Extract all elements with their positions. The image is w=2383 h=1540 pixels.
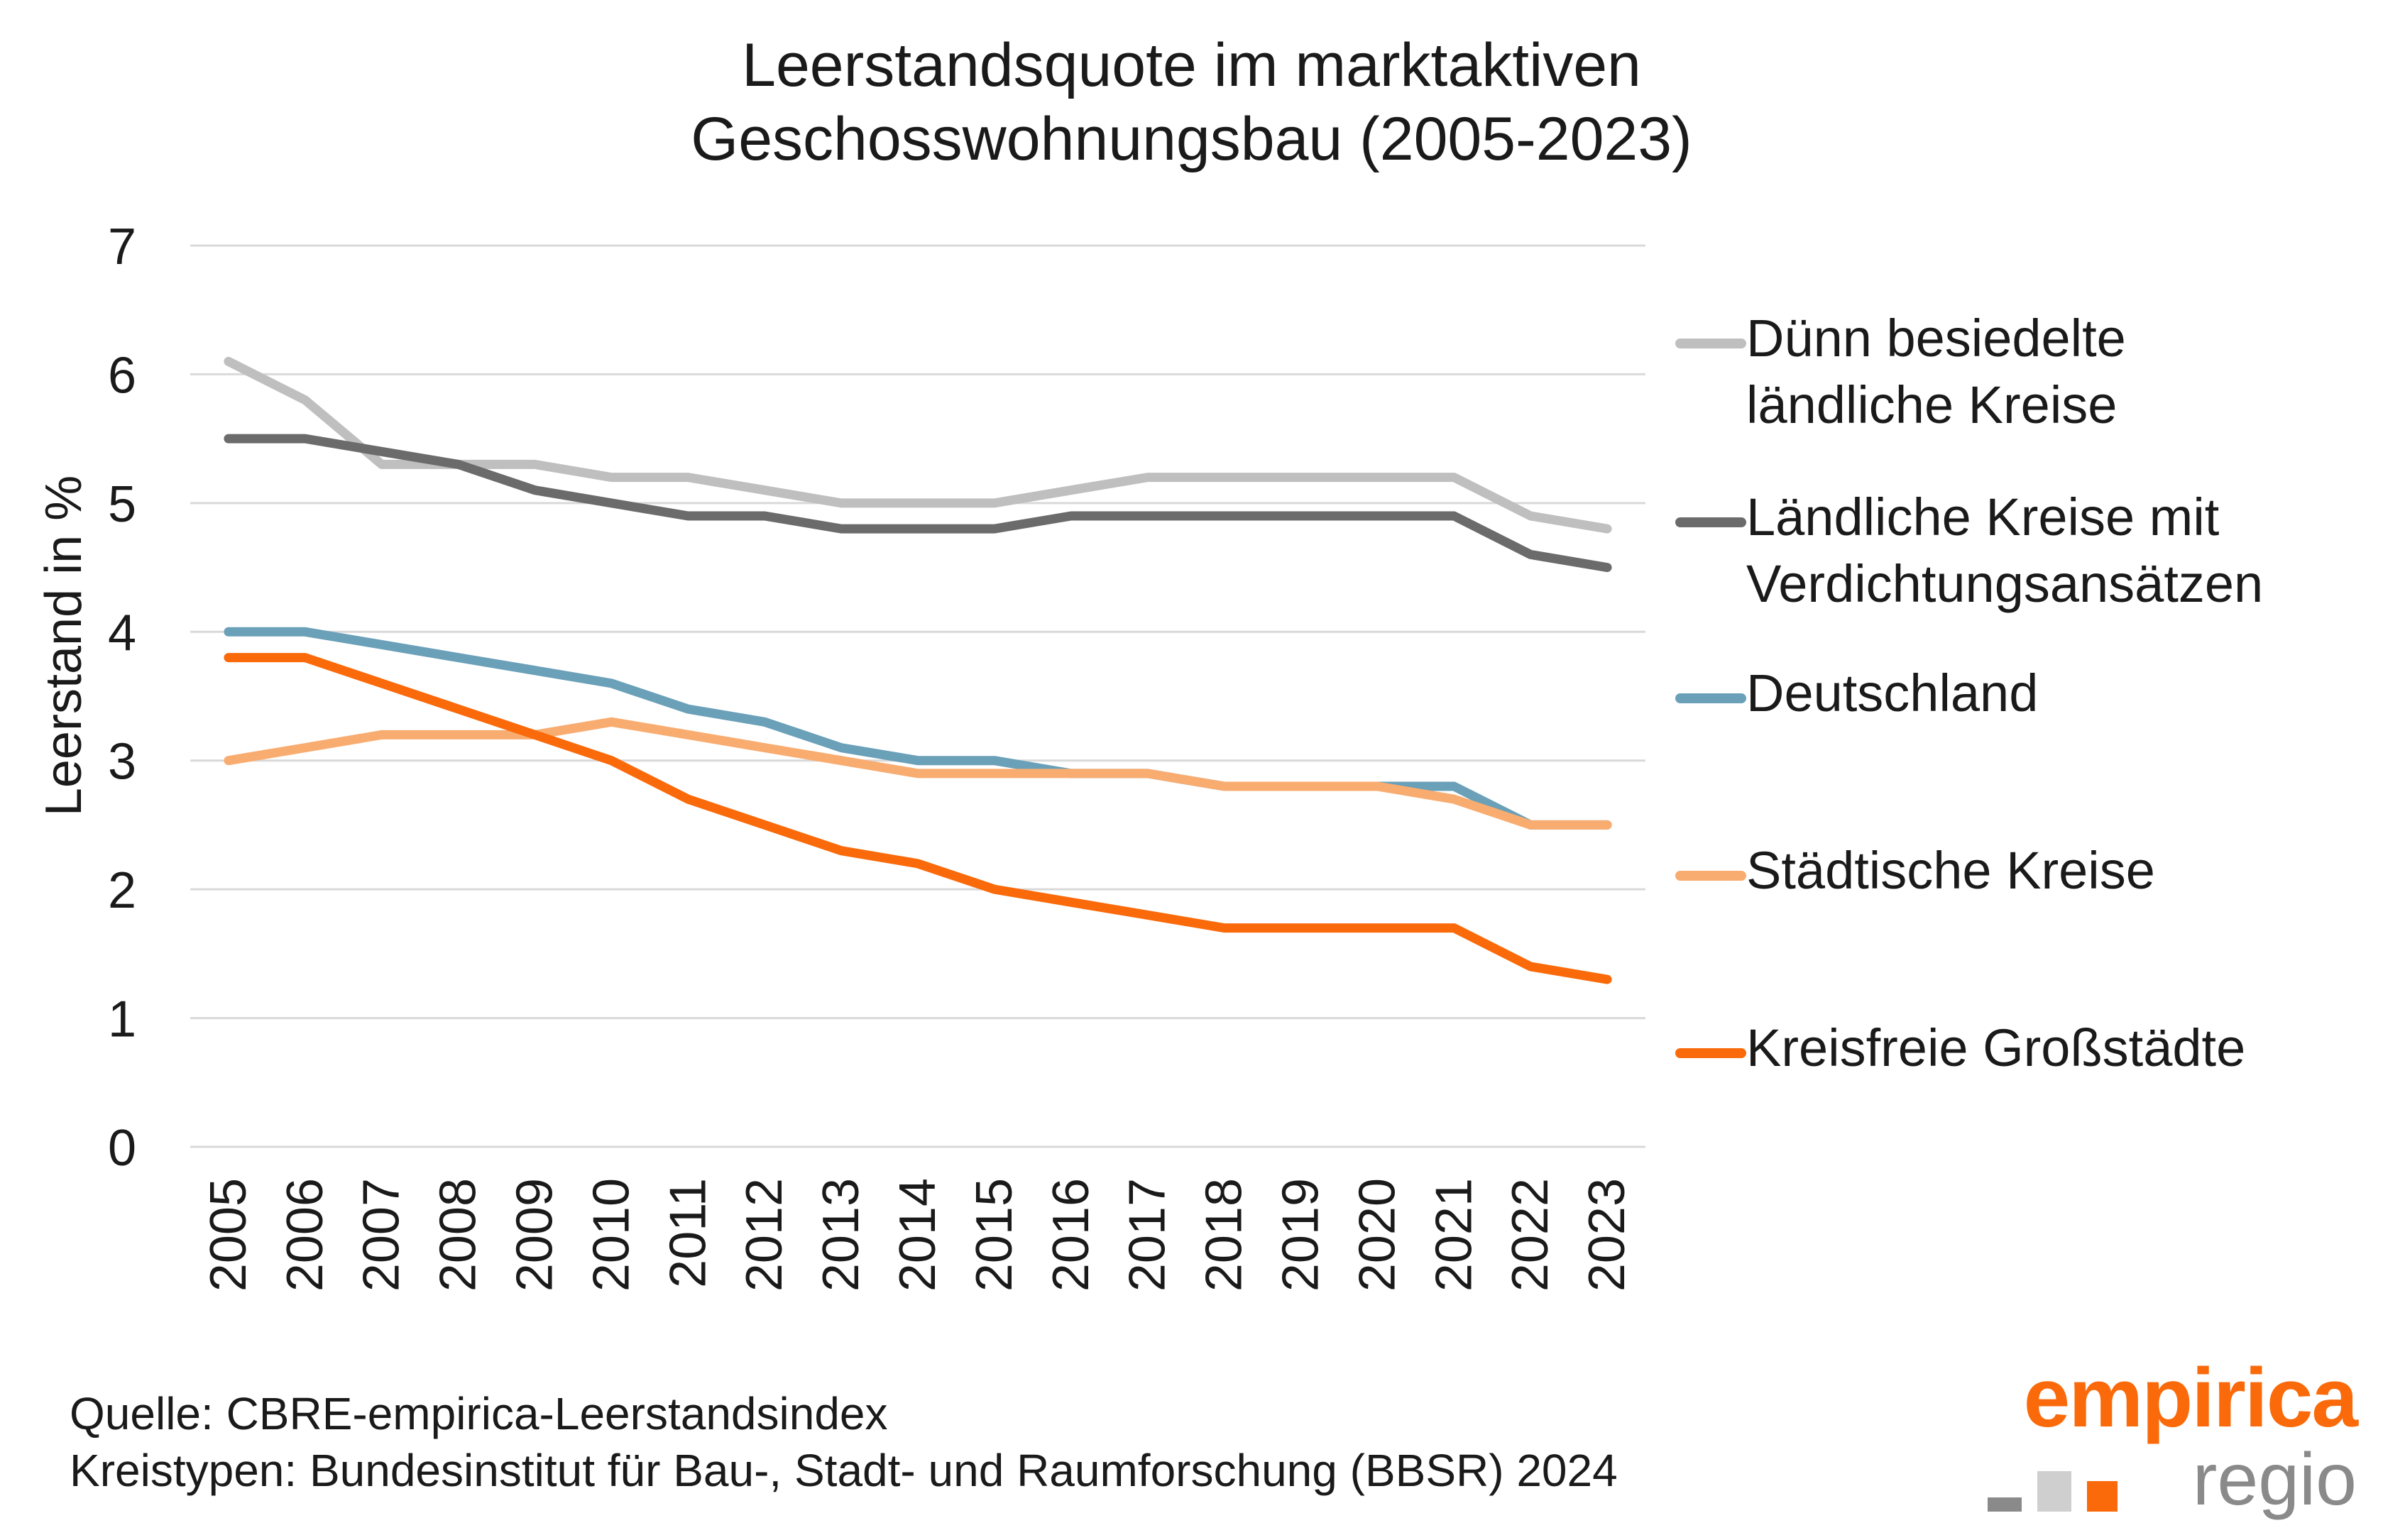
x-tick-label: 2012 bbox=[736, 1178, 793, 1292]
x-tick-label: 2006 bbox=[277, 1178, 334, 1292]
x-tick-label: 2022 bbox=[1502, 1178, 1559, 1292]
y-tick-label: 2 bbox=[108, 862, 136, 919]
legend-swatch bbox=[1675, 339, 1746, 348]
x-tick-label: 2005 bbox=[200, 1178, 257, 1292]
logo-square-1 bbox=[1988, 1497, 2022, 1512]
y-tick-labels: 0 1 2 3 4 5 6 7 bbox=[108, 219, 136, 1177]
x-tick-label: 2020 bbox=[1349, 1178, 1406, 1292]
series-line-4 bbox=[224, 717, 1612, 830]
x-tick-label: 2015 bbox=[966, 1178, 1023, 1292]
empirica-logo: empirica regio bbox=[1988, 1351, 2358, 1522]
legend-label: Deutschland bbox=[1746, 664, 2039, 722]
x-tick-label: 2009 bbox=[507, 1178, 564, 1292]
x-tick-label: 2017 bbox=[1119, 1178, 1176, 1292]
legend-label: Kreisfreie Großstädte bbox=[1746, 1018, 2246, 1077]
x-tick-label: 2008 bbox=[430, 1178, 487, 1292]
y-tick-label: 3 bbox=[108, 734, 136, 791]
legend-label: Ländliche Kreise mit Verdichtungsansätze… bbox=[1746, 488, 2264, 613]
source-line-2: Kreistypen: Bundesinstitut für Bau-, Sta… bbox=[70, 1445, 1618, 1496]
series-line-2 bbox=[224, 434, 1612, 573]
source-note: Quelle: CBRE-empirica-Leerstandsindex Kr… bbox=[70, 1385, 1618, 1499]
series-line-5 bbox=[224, 653, 1612, 984]
x-tick-label: 2023 bbox=[1579, 1178, 1636, 1292]
x-tick-label: 2019 bbox=[1272, 1178, 1329, 1292]
x-tick-label: 2007 bbox=[354, 1178, 410, 1292]
x-tick-label: 2013 bbox=[813, 1178, 870, 1292]
chart-title-line-1: Leerstandsquote im marktaktiven bbox=[742, 31, 1641, 99]
chart-title: Leerstandsquote im marktaktiven Geschoss… bbox=[0, 28, 2383, 176]
logo-square-3 bbox=[2087, 1481, 2118, 1512]
chart-title-line-2: Geschosswohnungsbau (2005-2023) bbox=[691, 105, 1692, 173]
x-tick-label: 2016 bbox=[1043, 1178, 1100, 1292]
logo-square-2 bbox=[2037, 1471, 2071, 1512]
legend-swatch bbox=[1675, 871, 1746, 881]
legend-swatch bbox=[1675, 517, 1746, 527]
x-tick-label: 2014 bbox=[889, 1178, 946, 1292]
legend-label: Städtische Kreise bbox=[1746, 841, 2155, 900]
y-tick-label: 7 bbox=[108, 219, 136, 275]
y-tick-label: 5 bbox=[108, 476, 136, 533]
series-line-3 bbox=[224, 627, 1612, 830]
source-line-1: Quelle: CBRE-empirica-Leerstandsindex bbox=[70, 1388, 888, 1439]
series-lines bbox=[224, 356, 1612, 984]
x-tick-label: 2011 bbox=[659, 1178, 716, 1288]
grid-lines bbox=[190, 244, 1645, 1148]
x-tick-labels: 2005 2006 2007 2008 2009 2010 2011 2012 2013 2014… bbox=[200, 1178, 1636, 1292]
y-tick-label: 6 bbox=[108, 347, 136, 404]
logo-sub-text: regio bbox=[2192, 1439, 2357, 1521]
logo-brand-text: empirica bbox=[2023, 1351, 2358, 1445]
y-tick-label: 4 bbox=[108, 605, 136, 661]
y-tick-label: 1 bbox=[108, 991, 136, 1048]
legend-label: Dünn besiedelte ländliche Kreise bbox=[1746, 309, 2126, 434]
x-tick-label: 2010 bbox=[583, 1178, 640, 1292]
legend-swatch bbox=[1675, 1048, 1746, 1058]
y-tick-label: 0 bbox=[108, 1120, 136, 1177]
x-tick-label: 2021 bbox=[1425, 1178, 1482, 1292]
legend-swatch bbox=[1675, 693, 1746, 703]
x-tick-label: 2018 bbox=[1196, 1178, 1253, 1292]
